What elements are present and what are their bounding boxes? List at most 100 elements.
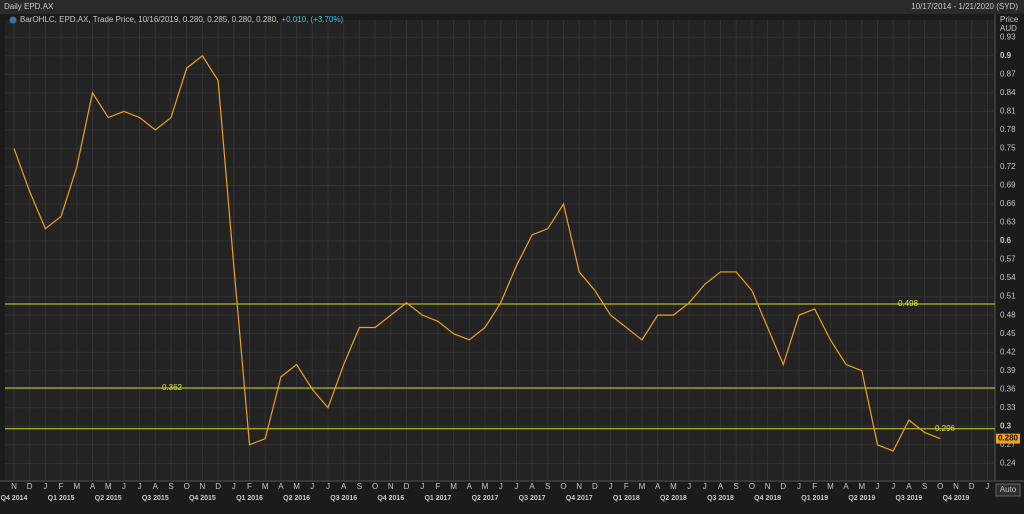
x-tick-label: M bbox=[262, 482, 269, 491]
x-tick-label: N bbox=[11, 482, 17, 491]
x-tick-label: J bbox=[326, 482, 330, 491]
x-tick-label: F bbox=[247, 482, 252, 491]
y-tick-label: 0.33 bbox=[1000, 403, 1016, 412]
y-tick-label: 0.24 bbox=[1000, 458, 1016, 467]
quarter-label: Q3 2017 bbox=[519, 495, 546, 502]
y-tick-label: 0.87 bbox=[1000, 69, 1016, 78]
x-tick-label: F bbox=[435, 482, 440, 491]
legend-icon bbox=[9, 16, 17, 24]
quarter-label: Q3 2015 bbox=[142, 495, 169, 502]
x-tick-label: J bbox=[876, 482, 880, 491]
x-tick-label: J bbox=[609, 482, 613, 491]
date-range: 10/17/2014 - 1/21/2020 (SYD) bbox=[911, 2, 1018, 11]
title-bar bbox=[0, 0, 1024, 14]
x-tick-label: N bbox=[953, 482, 959, 491]
x-tick-label: D bbox=[780, 482, 786, 491]
legend-change: +0.010, (+3.70%) bbox=[281, 15, 343, 24]
x-tick-label: O bbox=[749, 482, 755, 491]
y-tick-label: 0.6 bbox=[1000, 236, 1012, 245]
x-tick-label: A bbox=[90, 482, 96, 491]
x-tick-label: N bbox=[388, 482, 394, 491]
x-tick-label: J bbox=[420, 482, 424, 491]
chart-title: Daily EPD.AX bbox=[4, 2, 54, 11]
quarter-label: Q3 2016 bbox=[330, 495, 357, 502]
x-tick-label: A bbox=[906, 482, 912, 491]
x-tick-label: M bbox=[105, 482, 112, 491]
x-tick-label: S bbox=[734, 482, 739, 491]
y-tick-label: 0.42 bbox=[1000, 347, 1016, 356]
y-tick-label: 0.66 bbox=[1000, 199, 1016, 208]
x-tick-label: N bbox=[765, 482, 771, 491]
auto-button[interactable] bbox=[995, 483, 1021, 497]
y-tick-label: 0.51 bbox=[1000, 292, 1016, 301]
x-tick-label: J bbox=[499, 482, 503, 491]
x-tick-label: J bbox=[797, 482, 801, 491]
x-tick-label: N bbox=[200, 482, 206, 491]
quarter-label: Q2 2018 bbox=[660, 495, 687, 502]
x-tick-label: D bbox=[404, 482, 410, 491]
y-tick-label: 0.81 bbox=[1000, 106, 1016, 115]
y-tick-label: 0.72 bbox=[1000, 162, 1016, 171]
quarter-label: Q2 2015 bbox=[95, 495, 122, 502]
x-tick-label: S bbox=[357, 482, 362, 491]
x-tick-label: A bbox=[529, 482, 535, 491]
x-tick-label: M bbox=[670, 482, 677, 491]
level-label: 0.498 bbox=[898, 299, 919, 308]
y-tick-label: 0.36 bbox=[1000, 384, 1016, 393]
x-tick-label: S bbox=[545, 482, 550, 491]
y-tick-label: 0.48 bbox=[1000, 310, 1016, 319]
y-tick-label: 0.3 bbox=[1000, 421, 1012, 430]
x-tick-label: J bbox=[891, 482, 895, 491]
x-tick-label: M bbox=[482, 482, 489, 491]
x-tick-label: J bbox=[138, 482, 142, 491]
quarter-label: Q4 2016 bbox=[377, 495, 404, 502]
legend-text: BarOHLC, EPD.AX, Trade Price, 10/16/2019… bbox=[20, 15, 278, 24]
y-tick-label: 0.9 bbox=[1000, 51, 1012, 60]
x-tick-label: M bbox=[827, 482, 834, 491]
x-tick-label: F bbox=[624, 482, 629, 491]
quarter-label: Q4 2017 bbox=[566, 495, 593, 502]
x-tick-label: F bbox=[812, 482, 817, 491]
x-tick-label: D bbox=[215, 482, 221, 491]
y-tick-label: 0.45 bbox=[1000, 329, 1016, 338]
x-tick-label: J bbox=[514, 482, 518, 491]
x-tick-label: S bbox=[922, 482, 927, 491]
x-tick-label: M bbox=[450, 482, 457, 491]
quarter-label: Q2 2016 bbox=[283, 495, 310, 502]
quarter-label: Q4 2019 bbox=[943, 495, 970, 502]
x-tick-label: J bbox=[122, 482, 126, 491]
x-tick-label: O bbox=[560, 482, 566, 491]
y-tick-label: 0.78 bbox=[1000, 125, 1016, 134]
x-tick-label: A bbox=[718, 482, 724, 491]
y-tick-label: 0.69 bbox=[1000, 181, 1016, 190]
x-tick-label: O bbox=[184, 482, 190, 491]
x-tick-label: O bbox=[372, 482, 378, 491]
x-tick-label: M bbox=[639, 482, 646, 491]
quarter-label: Q1 2017 bbox=[424, 495, 451, 502]
axis-unit: AUD bbox=[1000, 24, 1017, 33]
level-label: 0.362 bbox=[162, 383, 183, 392]
quarter-label: Q3 2018 bbox=[707, 495, 734, 502]
quarter-label: Q1 2016 bbox=[236, 495, 263, 502]
x-tick-label: M bbox=[73, 482, 80, 491]
x-tick-label: A bbox=[655, 482, 661, 491]
y-tick-label: 0.84 bbox=[1000, 88, 1016, 97]
price-line bbox=[13, 54, 941, 452]
x-tick-label: A bbox=[278, 482, 284, 491]
y-tick-label: 0.63 bbox=[1000, 218, 1016, 227]
y-tick-label: 0.57 bbox=[1000, 255, 1016, 264]
last-price-label: 0.280 bbox=[998, 434, 1019, 443]
y-tick-label: 0.27 bbox=[1000, 440, 1016, 449]
x-tick-label: A bbox=[153, 482, 159, 491]
quarter-label: Q1 2018 bbox=[613, 495, 640, 502]
x-tick-label: J bbox=[687, 482, 691, 491]
quarter-label: Q1 2019 bbox=[801, 495, 828, 502]
quarter-label: Q4 2018 bbox=[754, 495, 781, 502]
x-tick-label: M bbox=[858, 482, 865, 491]
y-tick-label: 0.39 bbox=[1000, 366, 1016, 375]
quarter-label: Q2 2019 bbox=[848, 495, 875, 502]
auto-button-label[interactable]: Auto bbox=[1000, 485, 1017, 494]
quarter-label: Q3 2019 bbox=[895, 495, 922, 502]
